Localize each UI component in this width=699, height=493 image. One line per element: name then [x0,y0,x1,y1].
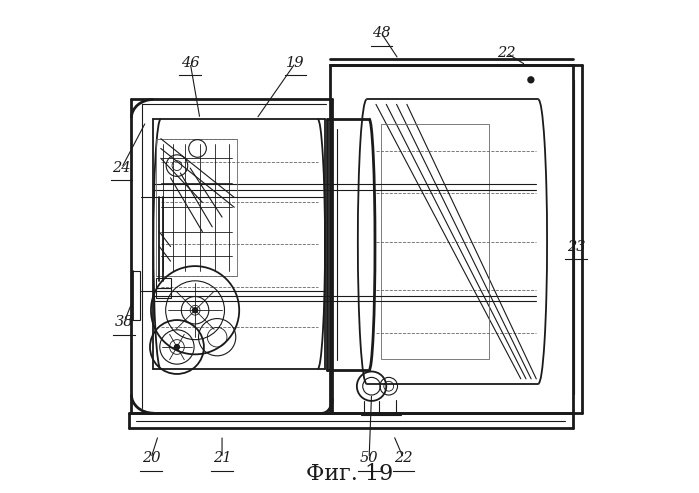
Circle shape [528,77,534,83]
Circle shape [193,308,198,313]
Text: 22: 22 [394,451,412,465]
Text: 20: 20 [142,451,160,465]
Bar [156,139,237,276]
Bar [330,65,572,413]
Text: 22: 22 [497,46,516,60]
Bar [157,279,171,288]
Text: Фиг. 19: Фиг. 19 [306,463,393,486]
Bar [131,271,140,320]
Bar [382,124,489,359]
Text: 48: 48 [372,26,391,40]
Text: 50: 50 [360,451,378,465]
Text: 21: 21 [212,451,231,465]
Circle shape [175,345,180,350]
Text: 46: 46 [181,56,199,70]
Text: 19: 19 [287,56,305,70]
Text: 24: 24 [113,161,131,175]
Text: 23: 23 [567,240,585,253]
Bar [157,288,171,298]
Text: 38: 38 [115,316,134,329]
